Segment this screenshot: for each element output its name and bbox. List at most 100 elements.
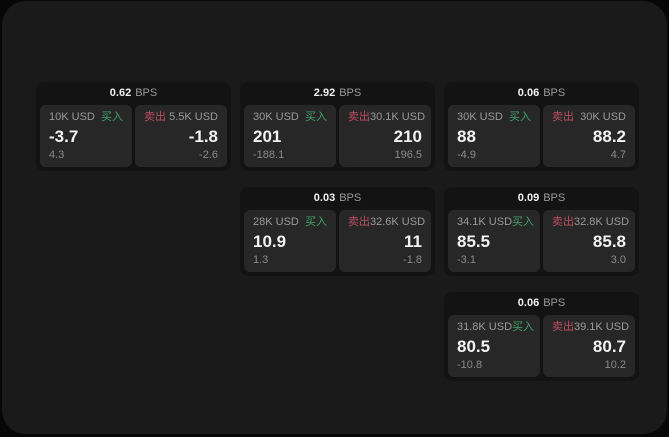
sell-price: 11 (404, 232, 422, 251)
buy-sub-value: -188.1 (253, 149, 285, 161)
buy-sub-value: 1.3 (253, 254, 269, 266)
bps-unit-label: BPS (339, 87, 362, 99)
sell-panel-top: 卖出 5.5K USD (144, 112, 218, 123)
buy-panel-top: 31.8K USD 买入 (457, 321, 535, 333)
sell-side-label: 卖出 (348, 216, 370, 228)
bps-unit-label: BPS (543, 297, 566, 309)
bps-value: 0.03 (313, 192, 336, 204)
sell-side-label: 卖出 (144, 111, 166, 123)
buy-price: 80.5 (457, 337, 491, 356)
buy-amount-label: 30K USD (457, 111, 503, 123)
buy-side-label: 买入 (512, 321, 535, 333)
sell-sub-value: 3.0 (610, 254, 626, 266)
bps-unit-label: BPS (543, 87, 566, 99)
sell-sub-value: -1.8 (403, 254, 422, 266)
buy-panel[interactable]: 28K USD 买入 10.9 1.3 (244, 210, 336, 272)
sell-price: 80.7 (592, 337, 626, 356)
bps-header: 0.06 BPS (444, 82, 639, 105)
buy-amount-label: 10K USD (49, 111, 95, 123)
quote-card-body: 31.8K USD 买入 80.5 -10.8 卖出 39.1K USD 80.… (444, 315, 639, 381)
sell-sub-value: 10.2 (604, 359, 626, 371)
buy-amount-label: 30K USD (253, 111, 299, 123)
sell-amount-label: 32.6K USD (370, 216, 426, 228)
buy-panel-top: 30K USD 买入 (457, 112, 531, 123)
sell-sub-value: 4.7 (610, 149, 626, 161)
sell-panel[interactable]: 卖出 30K USD 88.2 4.7 (543, 105, 635, 167)
quote-card[interactable]: 0.06 BPS 31.8K USD 买入 80.5 -10.8 卖出 39.1… (444, 292, 639, 381)
sell-amount-label: 39.1K USD (574, 321, 630, 333)
quote-card-body: 30K USD 买入 201 -188.1 卖出 30.1K USD 210 1… (240, 105, 435, 171)
bps-value: 2.92 (313, 87, 336, 99)
quote-card[interactable]: 0.62 BPS 10K USD 买入 -3.7 4.3 卖出 5.5K USD… (36, 82, 231, 171)
sell-panel[interactable]: 卖出 32.6K USD 11 -1.8 (339, 210, 431, 272)
bps-value: 0.62 (109, 87, 132, 99)
sell-amount-label: 5.5K USD (169, 111, 218, 123)
bps-value: 0.06 (517, 297, 540, 309)
buy-sub-value: -10.8 (457, 359, 483, 371)
sell-panel-top: 卖出 39.1K USD (552, 321, 630, 333)
bps-unit-label: BPS (135, 87, 158, 99)
buy-side-label: 买入 (305, 111, 327, 123)
buy-panel[interactable]: 30K USD 买入 88 -4.9 (448, 105, 540, 167)
sell-panel-top: 卖出 30K USD (552, 112, 626, 123)
sell-sub-value: -2.6 (199, 149, 218, 161)
bps-header: 0.62 BPS (36, 82, 231, 105)
sell-price: 85.8 (592, 232, 626, 251)
sell-side-label: 卖出 (552, 111, 574, 123)
buy-side-label: 买入 (101, 111, 123, 123)
quote-card[interactable]: 2.92 BPS 30K USD 买入 201 -188.1 卖出 30.1K … (240, 82, 435, 171)
buy-sub-value: 4.3 (49, 149, 65, 161)
sell-side-label: 卖出 (552, 321, 574, 333)
sell-panel-top: 卖出 32.6K USD (348, 216, 426, 228)
buy-panel[interactable]: 30K USD 买入 201 -188.1 (244, 105, 336, 167)
sell-amount-label: 30.1K USD (370, 111, 426, 123)
bps-header: 2.92 BPS (240, 82, 435, 105)
sell-price: -1.8 (188, 127, 218, 146)
bps-value: 0.06 (517, 87, 540, 99)
sell-amount-label: 32.8K USD (574, 216, 630, 228)
buy-panel-top: 30K USD 买入 (253, 112, 327, 123)
bps-header: 0.06 BPS (444, 292, 639, 315)
quote-card-body: 28K USD 买入 10.9 1.3 卖出 32.6K USD 11 -1.8 (240, 210, 435, 276)
buy-amount-label: 28K USD (253, 216, 299, 228)
sell-side-label: 卖出 (348, 111, 370, 123)
buy-panel-top: 28K USD 买入 (253, 217, 327, 228)
buy-side-label: 买入 (305, 216, 327, 228)
buy-side-label: 买入 (509, 111, 531, 123)
buy-panel[interactable]: 34.1K USD 买入 85.5 -3.1 (448, 210, 540, 272)
buy-amount-label: 34.1K USD (457, 216, 513, 228)
quote-card-body: 34.1K USD 买入 85.5 -3.1 卖出 32.8K USD 85.8… (444, 210, 639, 276)
bps-unit-label: BPS (339, 192, 362, 204)
sell-panel-top: 卖出 30.1K USD (348, 111, 426, 123)
sell-panel[interactable]: 卖出 32.8K USD 85.8 3.0 (543, 210, 635, 272)
bps-header: 0.03 BPS (240, 187, 435, 210)
buy-price: 85.5 (457, 232, 491, 251)
sell-panel[interactable]: 卖出 30.1K USD 210 196.5 (339, 105, 431, 167)
quote-card-body: 30K USD 买入 88 -4.9 卖出 30K USD 88.2 4.7 (444, 105, 639, 171)
sell-sub-value: 196.5 (394, 149, 422, 161)
buy-price: 10.9 (253, 232, 287, 251)
buy-price: -3.7 (49, 127, 79, 146)
buy-price: 88 (457, 127, 476, 146)
buy-panel[interactable]: 10K USD 买入 -3.7 4.3 (40, 105, 132, 167)
buy-panel[interactable]: 31.8K USD 买入 80.5 -10.8 (448, 315, 540, 377)
buy-side-label: 买入 (512, 216, 535, 228)
bps-header: 0.09 BPS (444, 187, 639, 210)
quote-card[interactable]: 0.09 BPS 34.1K USD 买入 85.5 -3.1 卖出 32.8K… (444, 187, 639, 276)
buy-amount-label: 31.8K USD (457, 321, 513, 333)
sell-panel[interactable]: 卖出 5.5K USD -1.8 -2.6 (135, 105, 227, 167)
sell-side-label: 卖出 (552, 216, 574, 228)
quote-card[interactable]: 0.03 BPS 28K USD 买入 10.9 1.3 卖出 32.6K US… (240, 187, 435, 276)
quotes-grid: 0.62 BPS 10K USD 买入 -3.7 4.3 卖出 5.5K USD… (36, 82, 639, 381)
sell-price: 210 (393, 127, 422, 146)
buy-sub-value: -4.9 (457, 149, 476, 161)
bps-unit-label: BPS (543, 192, 566, 204)
buy-panel-top: 34.1K USD 买入 (457, 216, 535, 228)
buy-price: 201 (253, 127, 282, 146)
quote-card-body: 10K USD 买入 -3.7 4.3 卖出 5.5K USD -1.8 -2.… (36, 105, 231, 171)
sell-panel-top: 卖出 32.8K USD (552, 216, 630, 228)
buy-panel-top: 10K USD 买入 (49, 112, 123, 123)
quote-card[interactable]: 0.06 BPS 30K USD 买入 88 -4.9 卖出 30K USD 8… (444, 82, 639, 171)
sell-panel[interactable]: 卖出 39.1K USD 80.7 10.2 (543, 315, 635, 377)
